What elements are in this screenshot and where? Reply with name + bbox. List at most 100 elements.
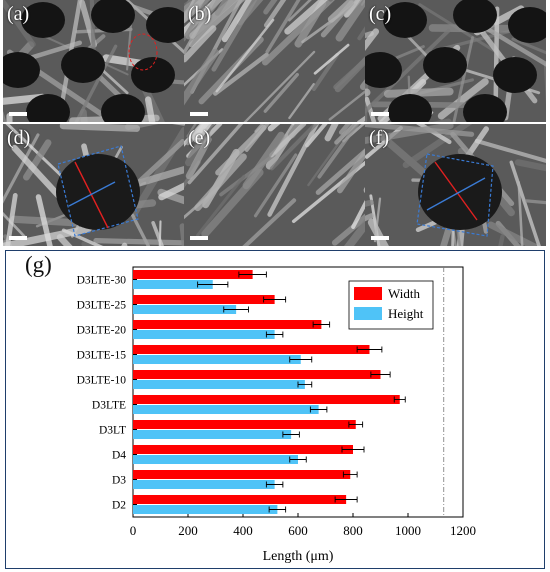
panel-label-b: (b) [188, 3, 212, 25]
legend-swatch [354, 307, 382, 320]
fiber-strand [191, 124, 210, 140]
fiber-strand [383, 87, 454, 98]
fiber-strand [479, 23, 546, 67]
fiber-strand [185, 136, 212, 180]
x-tick-label: 200 [178, 523, 198, 538]
width-bar [133, 370, 381, 379]
fiber-strand [215, 18, 275, 93]
panel-label-d: (d) [7, 127, 31, 149]
fiber-strand [269, 124, 319, 171]
fiber-strand [144, 96, 156, 122]
fiber-strand [157, 188, 184, 205]
fiber-strand [184, 48, 219, 106]
fiber-strand [287, 0, 312, 22]
pore [493, 57, 537, 93]
sem-micrograph-grid: (a) (b) (c) (d) (e) (f) [0, 0, 550, 248]
scale-bar [190, 112, 208, 116]
legend-swatch [354, 287, 382, 300]
fiber-strand [365, 28, 380, 51]
sem-panel-b: (b) [184, 0, 365, 122]
fiber-strand [187, 124, 244, 185]
fiber-strand [184, 25, 217, 63]
height-bar [133, 355, 301, 364]
sem-micrograph-texture [3, 0, 184, 122]
x-tick-label: 1200 [450, 523, 476, 538]
sem-panel-a: (a) [3, 0, 184, 122]
pore [388, 94, 432, 122]
fiber-strand [184, 0, 196, 22]
pore [91, 0, 135, 33]
fiber-strand [3, 0, 36, 48]
pore [508, 7, 546, 43]
fiber-strand [440, 220, 454, 246]
fiber-strand [93, 238, 184, 246]
x-tick-label: 800 [343, 523, 363, 538]
y-tick-label: D3LTE [92, 400, 126, 412]
fiber-strand [158, 220, 162, 246]
x-tick-label: 400 [233, 523, 253, 538]
pore-bounding-box [416, 153, 494, 237]
height-bar [133, 430, 292, 439]
fiber-strand [365, 124, 475, 137]
height-bar [133, 280, 213, 289]
fiber-strand [186, 124, 197, 138]
fiber-strand [185, 124, 215, 167]
fiber-strand [336, 148, 365, 194]
fiber-strand [211, 0, 258, 72]
fiber-strand [151, 221, 164, 246]
fiber-strand [263, 0, 287, 28]
panel-label-a: (a) [7, 3, 30, 25]
x-tick-label: 0 [130, 523, 137, 538]
y-tick-label: D3LTE-15 [77, 350, 127, 362]
pore [365, 52, 402, 88]
scale-bar [371, 236, 389, 240]
panel-label-f: (f) [369, 127, 389, 149]
pore [131, 57, 175, 93]
y-tick-label: D3LTE-30 [77, 275, 127, 287]
height-bar [133, 380, 305, 389]
panel-label-e: (e) [188, 127, 211, 149]
width-bar [133, 270, 253, 279]
fiber-strand [365, 69, 369, 122]
sem-micrograph-texture [3, 124, 184, 246]
fiber-strand [194, 153, 247, 212]
sem-panel-d: (d) [3, 124, 184, 246]
x-tick-label: 1000 [395, 523, 421, 538]
fiber-strand [313, 43, 350, 75]
fiber-strand [10, 215, 86, 227]
fiber-strand [402, 124, 473, 169]
fiber-strand [243, 50, 316, 122]
pore-height-arrow [426, 177, 486, 211]
fiber-strand [343, 218, 365, 246]
fiber-strand [158, 182, 184, 201]
legend-label: Height [388, 306, 424, 321]
fiber-strand [196, 174, 246, 237]
pore [463, 94, 507, 122]
fiber-strand [474, 138, 546, 163]
fiber-strand [511, 37, 546, 55]
scale-bar [190, 236, 208, 240]
pore [146, 7, 184, 43]
height-bar [133, 505, 278, 514]
pore [56, 154, 140, 230]
height-bar [133, 305, 237, 314]
fiber-strand [335, 0, 365, 42]
fiber-strand [543, 62, 546, 105]
fiber-strand [311, 52, 339, 91]
pore [383, 2, 427, 38]
fiber-strand [514, 159, 546, 172]
fiber-strand [367, 218, 389, 246]
fiber-strand [334, 124, 359, 145]
fiber-strand [456, 216, 466, 246]
fiber-strand [333, 57, 365, 90]
pore [26, 94, 70, 122]
fiber-strand [35, 194, 53, 246]
fiber-strand [304, 124, 328, 148]
sem-micrograph-texture [184, 124, 365, 246]
fiber-strand [525, 199, 546, 205]
fiber-strand [452, 36, 475, 122]
sem-micrograph-texture [184, 0, 365, 122]
fiber-strand [213, 52, 269, 96]
fiber-strand [184, 0, 216, 55]
fiber-strand [263, 72, 299, 113]
